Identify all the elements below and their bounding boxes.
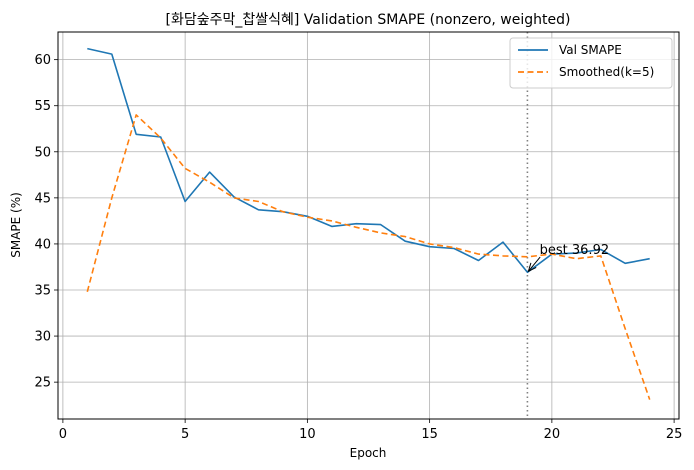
x-tick-label: 10	[299, 427, 316, 442]
x-tick-label: 20	[544, 427, 561, 442]
y-axis-label: SMAPE (%)	[9, 192, 23, 258]
grid	[58, 32, 679, 419]
x-tick-label: 15	[421, 427, 438, 442]
best-annotation-label: best 36.92	[540, 243, 609, 258]
y-tick-label: 60	[34, 53, 51, 68]
series-lines	[86, 47, 651, 400]
annotation-arrowhead	[527, 262, 537, 273]
x-tick-label: 0	[59, 427, 67, 442]
y-tick-label: 55	[34, 99, 51, 114]
y-tick-label: 25	[34, 376, 51, 391]
x-tick-label: 5	[181, 427, 189, 442]
axis-ticks: 0 5 10 15 20 25 25 30 35 40 45 50 55 60	[34, 53, 682, 442]
y-tick-label: 35	[34, 284, 51, 299]
x-tick-label: 25	[666, 427, 683, 442]
legend: Val SMAPE Smoothed(k=5)	[509, 37, 673, 89]
series-line-val-smape	[87, 47, 650, 274]
series-line-smoothed	[86, 114, 651, 400]
x-axis-label: Epoch	[350, 446, 387, 460]
y-tick-label: 30	[34, 330, 51, 345]
plot-frame	[57, 31, 680, 420]
chart-title: [화담숲주막_찹쌀식혜] Validation SMAPE (nonzero, …	[166, 12, 571, 28]
legend-label: Smoothed(k=5)	[559, 65, 654, 79]
y-tick-label: 50	[34, 145, 51, 160]
annotation-arrow	[528, 256, 541, 272]
y-tick-label: 45	[34, 191, 51, 206]
best-annotation: best 36.92	[527, 243, 609, 273]
legend-label: Val SMAPE	[559, 43, 622, 57]
legend-box	[509, 37, 673, 89]
y-tick-label: 40	[34, 237, 51, 252]
